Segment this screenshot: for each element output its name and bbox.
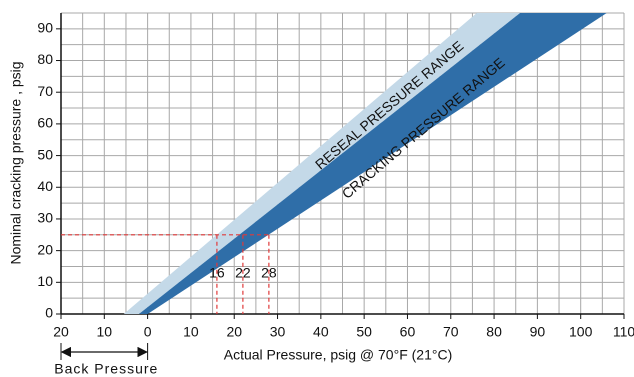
x-tick-label: 50 bbox=[356, 324, 372, 340]
y-tick-label: 50 bbox=[37, 146, 53, 162]
y-tick-label: 20 bbox=[37, 241, 53, 257]
x-tick-label: 100 bbox=[569, 324, 593, 340]
x-tick-label: 30 bbox=[270, 324, 286, 340]
band bbox=[123, 13, 521, 314]
x-tick-label: 20 bbox=[226, 324, 242, 340]
x-tick-label: 110 bbox=[613, 324, 634, 340]
reference-label: 22 bbox=[235, 265, 251, 281]
band bbox=[138, 13, 607, 314]
x-tick-label: 90 bbox=[530, 324, 546, 340]
x-tick-label: 80 bbox=[486, 324, 502, 340]
back-pressure-label: Back Pressure bbox=[54, 361, 158, 377]
x-tick-label: 70 bbox=[443, 324, 459, 340]
x-tick-label: 10 bbox=[97, 324, 113, 340]
x-tick-label: 0 bbox=[144, 324, 152, 340]
y-tick-label: 80 bbox=[37, 51, 53, 67]
x-axis-title: Actual Pressure, psig @ 70°F (21°C) bbox=[224, 347, 453, 363]
y-tick-label: 0 bbox=[45, 305, 53, 321]
x-tick-label: 10 bbox=[183, 324, 199, 340]
y-tick-label: 70 bbox=[37, 83, 53, 99]
y-tick-label: 30 bbox=[37, 210, 53, 226]
y-tick-label: 90 bbox=[37, 20, 53, 36]
overlay: 16 22 28 Back Pressure bbox=[54, 234, 277, 377]
reference-label: 16 bbox=[209, 265, 225, 281]
y-tick-label: 60 bbox=[37, 115, 53, 131]
x-tick-label: 40 bbox=[313, 324, 329, 340]
y-tick-label: 10 bbox=[37, 273, 53, 289]
y-tick-label: 40 bbox=[37, 178, 53, 194]
x-tick-label: 60 bbox=[400, 324, 416, 340]
grid: 20 10 0 10 20 30 40 50 60 70 80 90 100 11001020304050… bbox=[37, 12, 634, 340]
y-axis-title: Nominal cracking pressure , psig bbox=[8, 61, 24, 264]
x-tick-label: 20 bbox=[53, 324, 69, 340]
reference-label: 28 bbox=[261, 265, 277, 281]
